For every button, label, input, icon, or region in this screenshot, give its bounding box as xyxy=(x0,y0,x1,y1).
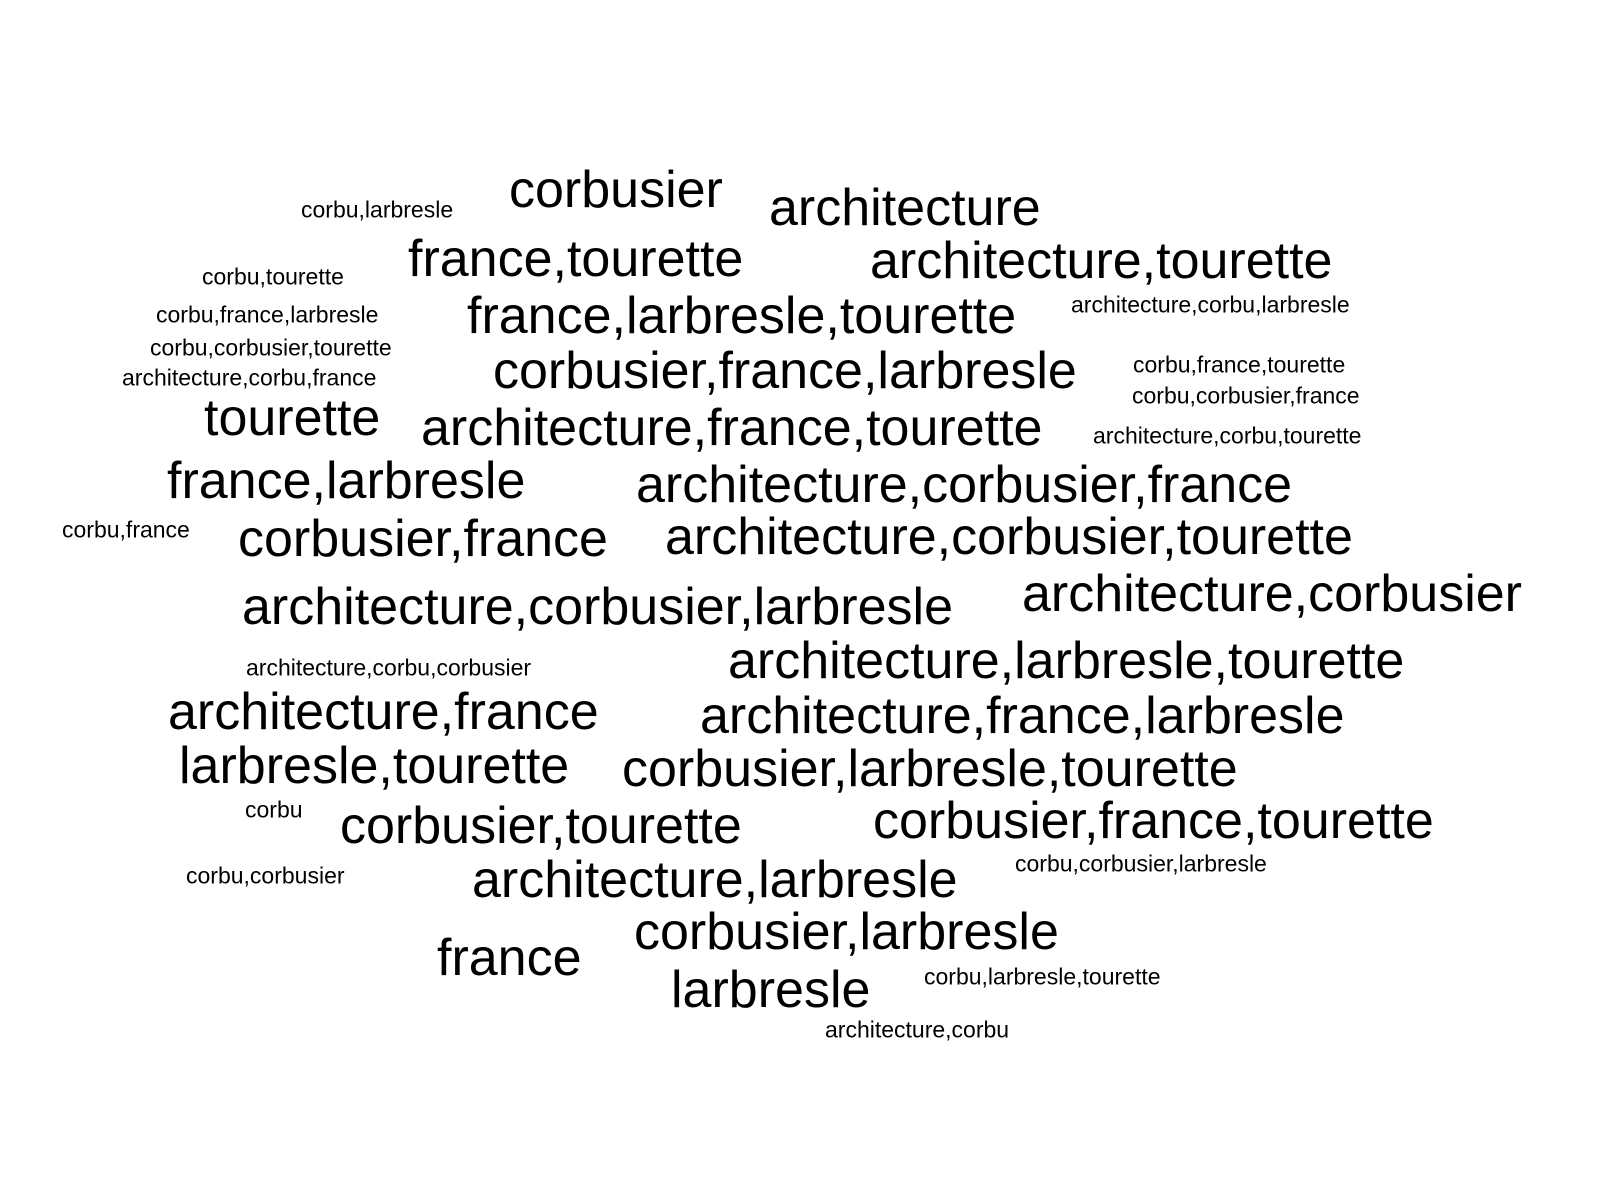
cloud-word: corbusier,larbresle,tourette xyxy=(622,740,1238,798)
cloud-word: larbresle,tourette xyxy=(179,737,570,795)
cloud-word: corbu,corbusier,france xyxy=(1132,382,1360,409)
cloud-word: france,larbresle xyxy=(167,452,526,510)
cloud-word: corbu xyxy=(245,796,303,823)
cloud-word: architecture,corbu,larbresle xyxy=(1071,291,1350,318)
cloud-word: architecture,corbusier xyxy=(1022,565,1522,623)
cloud-word: france xyxy=(437,929,582,987)
cloud-word: corbu,corbusier xyxy=(186,862,345,889)
cloud-word: architecture,corbu,tourette xyxy=(1093,422,1362,449)
cloud-word: corbusier,france xyxy=(238,510,608,568)
cloud-word: corbusier,larbresle xyxy=(634,903,1059,961)
cloud-word: corbu,france xyxy=(62,516,190,543)
cloud-word: architecture,larbresle,tourette xyxy=(728,632,1405,690)
cloud-word: france,larbresle,tourette xyxy=(467,287,1017,345)
cloud-word: architecture,corbusier,france xyxy=(636,456,1293,514)
cloud-word: tourette xyxy=(204,389,381,447)
cloud-word: corbu,corbusier,tourette xyxy=(150,334,392,361)
cloud-word: architecture,tourette xyxy=(870,232,1333,290)
cloud-word: architecture xyxy=(769,179,1041,237)
cloud-word: corbu,france,larbresle xyxy=(156,301,379,328)
cloud-word: corbu,corbusier,larbresle xyxy=(1015,850,1267,877)
cloud-word: corbusier,tourette xyxy=(340,797,742,855)
cloud-word: architecture,france,larbresle xyxy=(700,687,1345,745)
cloud-word: corbu,tourette xyxy=(202,263,344,290)
cloud-word: architecture,corbu xyxy=(825,1016,1010,1043)
cloud-word: architecture,larbresle xyxy=(472,851,958,909)
cloud-word: corbusier,france,tourette xyxy=(873,792,1434,850)
cloud-word: france,tourette xyxy=(408,230,744,288)
cloud-word: corbu,larbresle xyxy=(301,196,454,223)
cloud-word: architecture,corbu,france xyxy=(122,364,377,391)
cloud-word: corbusier xyxy=(509,161,723,219)
cloud-word: architecture,france xyxy=(168,683,599,741)
cloud-word: corbu,larbresle,tourette xyxy=(924,963,1161,990)
cloud-word: corbu,france,tourette xyxy=(1133,351,1346,378)
cloud-word: architecture,corbusier,larbresle xyxy=(242,578,953,636)
cloud-word: architecture,corbusier,tourette xyxy=(665,508,1353,566)
cloud-word: corbusier,france,larbresle xyxy=(493,342,1077,400)
cloud-word: architecture,corbu,corbusier xyxy=(246,654,532,681)
cloud-word: larbresle xyxy=(671,961,871,1019)
cloud-word: architecture,france,tourette xyxy=(421,399,1043,457)
